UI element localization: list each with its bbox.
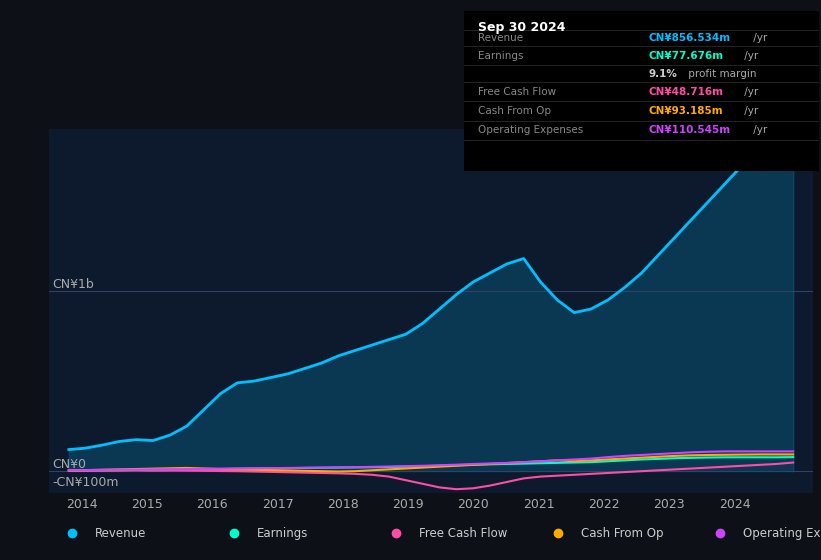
Text: Cash From Op: Cash From Op bbox=[478, 106, 551, 116]
Text: CN¥77.676m: CN¥77.676m bbox=[649, 51, 723, 61]
Text: Sep 30 2024: Sep 30 2024 bbox=[478, 21, 566, 34]
Text: Operating Expenses: Operating Expenses bbox=[478, 125, 583, 135]
Text: Revenue: Revenue bbox=[95, 527, 146, 540]
Text: Free Cash Flow: Free Cash Flow bbox=[478, 87, 556, 97]
Text: -CN¥100m: -CN¥100m bbox=[53, 476, 119, 489]
Text: CN¥110.545m: CN¥110.545m bbox=[649, 125, 731, 135]
Text: CN¥856.534m: CN¥856.534m bbox=[649, 34, 731, 43]
Text: /yr: /yr bbox=[750, 34, 767, 43]
Text: Earnings: Earnings bbox=[478, 51, 524, 61]
Text: 9.1%: 9.1% bbox=[649, 69, 677, 80]
Text: CN¥1b: CN¥1b bbox=[53, 278, 94, 291]
Text: Free Cash Flow: Free Cash Flow bbox=[420, 527, 507, 540]
Text: CN¥93.185m: CN¥93.185m bbox=[649, 106, 723, 116]
Text: Cash From Op: Cash From Op bbox=[581, 527, 663, 540]
Text: /yr: /yr bbox=[741, 51, 758, 61]
Text: Earnings: Earnings bbox=[257, 527, 309, 540]
Text: CN¥0: CN¥0 bbox=[53, 458, 86, 471]
Text: /yr: /yr bbox=[741, 106, 758, 116]
Text: Revenue: Revenue bbox=[478, 34, 523, 43]
Text: /yr: /yr bbox=[750, 125, 767, 135]
Text: Operating Expenses: Operating Expenses bbox=[743, 527, 821, 540]
Text: /yr: /yr bbox=[741, 87, 758, 97]
Text: CN¥48.716m: CN¥48.716m bbox=[649, 87, 723, 97]
Text: profit margin: profit margin bbox=[686, 69, 757, 80]
